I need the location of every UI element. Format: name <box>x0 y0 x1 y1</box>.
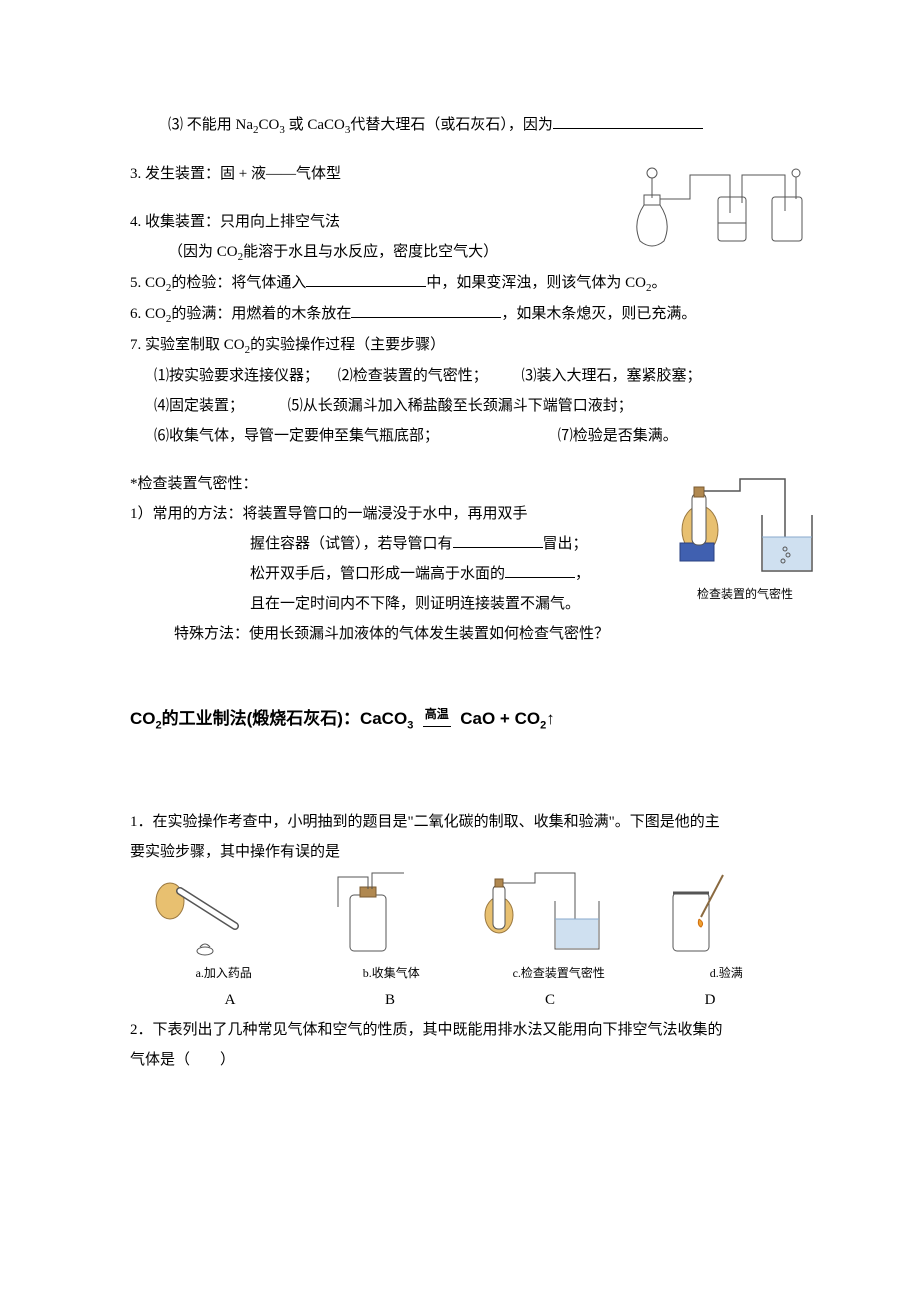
blank-column <box>505 561 575 578</box>
q1-caption-a: a.加入药品 <box>140 961 308 985</box>
question-1-line2: 要实验步骤，其中操作有误的是 <box>130 837 820 867</box>
blank-reason <box>553 112 703 129</box>
section-6: 6. CO2的验满：用燃着的木条放在，如果木条熄灭，则已充满。 <box>130 299 820 330</box>
q1-fig-c: c.检查装置气密性 <box>475 871 643 985</box>
blank-test <box>306 270 426 287</box>
q1-fig-a: a.加入药品 <box>140 871 308 985</box>
question-2-line1: 2．下表列出了几种常见气体和空气的性质，其中既能用排水法又能用向下排空气法收集的 <box>130 1015 820 1045</box>
question-1-line1: 1．在实验操作考查中，小明抽到的题目是"二氧化碳的制取、收集和验满"。下图是他的… <box>130 807 820 837</box>
text: 或 CaCO <box>285 117 345 133</box>
question-1-figures: a.加入药品 b.收集气体 c.检查装置气密性 d.验满 <box>130 867 820 985</box>
text: CO <box>259 117 280 133</box>
step-line-3: ⑹收集气体，导管一定要伸至集气瓶底部； ⑺检验是否集满。 <box>130 421 820 451</box>
text: ⑶ 不能用 Na <box>168 117 253 133</box>
q1-caption-c: c.检查装置气密性 <box>475 961 643 985</box>
figure-apparatus <box>630 163 820 253</box>
q1-caption-b: b.收集气体 <box>308 961 476 985</box>
q1-fig-b: b.收集气体 <box>308 871 476 985</box>
figure-airtight-check: 检查装置的气密性 <box>670 475 820 603</box>
text: 代替大理石（或石灰石），因为 <box>350 117 553 133</box>
option-d: D <box>630 985 790 1015</box>
question-2-line2: 气体是（ ） <box>130 1045 820 1075</box>
industrial-equation: CO2的工业制法(煅烧石灰石)：CaCO3 高温 CaO + CO2↑ <box>130 702 820 736</box>
section-7: 7. 实验室制取 CO2的实验操作过程（主要步骤） <box>130 330 820 361</box>
option-a: A <box>150 985 310 1015</box>
step-line-1: ⑴按实验要求连接仪器； ⑵检查装置的气密性； ⑶装入大理石，塞紧胶塞； <box>130 361 820 391</box>
reaction-condition: 高温 <box>423 702 451 727</box>
blank-bubble <box>453 531 543 548</box>
check-special: 特殊方法：使用长颈漏斗加液体的气体发生装置如何检查气密性？ <box>130 619 820 649</box>
section-5: 5. CO2的检验：将气体通入中，如果变浑浊，则该气体为 CO2。 <box>130 268 820 299</box>
step-line-2: ⑷固定装置； ⑸从长颈漏斗加入稀盐酸至长颈漏斗下端管口液封； <box>130 391 820 421</box>
q1-caption-d: d.验满 <box>643 961 811 985</box>
option-c: C <box>470 985 630 1015</box>
q1-fig-d: d.验满 <box>643 871 811 985</box>
blank-full <box>351 301 501 318</box>
question-1-options: A B C D <box>130 985 820 1015</box>
option-b: B <box>310 985 470 1015</box>
item-3: ⑶ 不能用 Na2CO3 或 CaCO3代替大理石（或石灰石），因为 <box>130 110 820 141</box>
figure-caption: 检查装置的气密性 <box>670 587 820 603</box>
